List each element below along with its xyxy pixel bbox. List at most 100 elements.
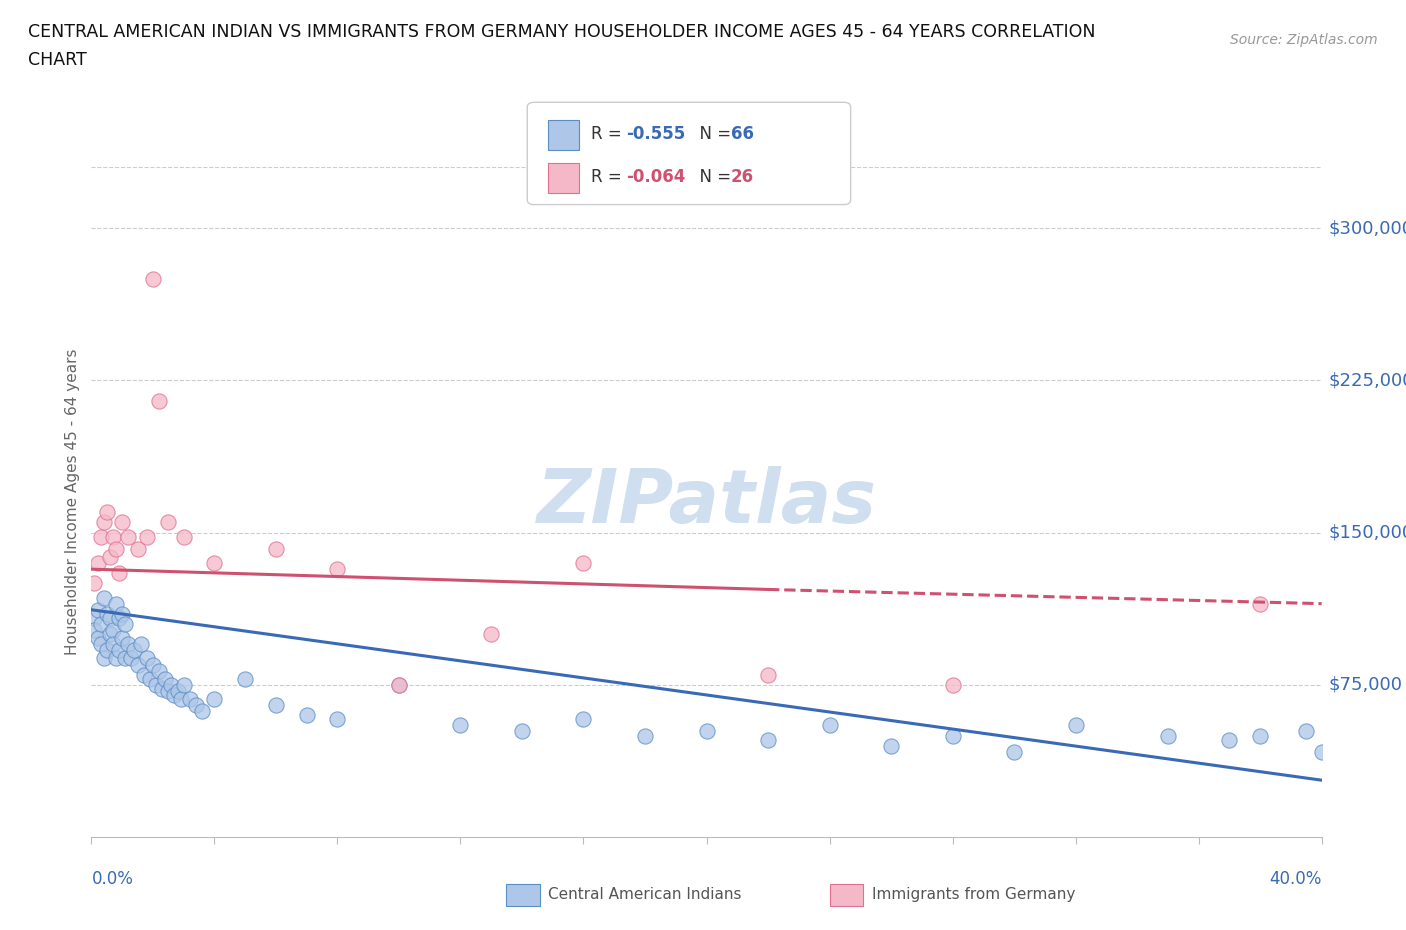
Text: N =: N = [689, 167, 737, 186]
Point [86, 555, 108, 570]
Text: $225,000: $225,000 [1329, 371, 1406, 390]
Point [696, 724, 718, 739]
Point [101, 637, 124, 652]
Text: Immigrants from Germany: Immigrants from Germany [872, 887, 1076, 902]
Point [101, 529, 124, 544]
Point [90, 529, 112, 544]
Point [818, 718, 841, 733]
Point [124, 643, 146, 658]
Point [1218, 732, 1240, 747]
Point [83, 610, 105, 625]
Point [756, 667, 779, 682]
Point [264, 698, 287, 712]
Y-axis label: Householder Income Ages 45 - 64 years: Householder Income Ages 45 - 64 years [65, 349, 80, 656]
Point [117, 637, 139, 652]
Point [105, 596, 127, 611]
Point [173, 529, 195, 544]
Text: $150,000: $150,000 [1329, 524, 1406, 541]
Point [1064, 718, 1087, 733]
Point [105, 541, 127, 556]
Point [756, 732, 779, 747]
Text: R =: R = [591, 125, 627, 143]
Text: $75,000: $75,000 [1329, 676, 1403, 694]
Point [105, 651, 127, 666]
Point [202, 692, 225, 707]
Text: Central American Indians: Central American Indians [548, 887, 742, 902]
Point [86, 631, 108, 645]
Point [479, 627, 502, 642]
Point [1002, 744, 1025, 759]
Point [98, 610, 121, 625]
Point [157, 515, 180, 530]
Point [1157, 728, 1180, 743]
Text: N =: N = [689, 125, 737, 143]
Point [233, 671, 256, 686]
Point [388, 677, 411, 692]
Point [83, 576, 105, 591]
Point [132, 667, 155, 682]
Point [96, 606, 118, 621]
Point [145, 677, 167, 692]
Point [129, 637, 152, 652]
Point [108, 610, 131, 625]
Text: -0.555: -0.555 [626, 125, 685, 143]
Point [1310, 744, 1333, 759]
Text: $300,000: $300,000 [1329, 219, 1406, 237]
Point [90, 637, 112, 652]
Point [942, 677, 965, 692]
Point [326, 711, 349, 726]
Point [150, 682, 173, 697]
Point [142, 272, 165, 286]
Point [93, 651, 115, 666]
Point [90, 617, 112, 631]
Point [120, 651, 142, 666]
Point [96, 643, 118, 658]
Point [135, 529, 157, 544]
Point [326, 562, 349, 577]
Point [153, 671, 177, 686]
Point [510, 724, 533, 739]
Text: R =: R = [591, 167, 627, 186]
Point [202, 555, 225, 570]
Point [572, 555, 595, 570]
Point [114, 651, 136, 666]
Point [1249, 596, 1271, 611]
Point [173, 677, 195, 692]
Point [169, 692, 191, 707]
Text: -0.064: -0.064 [626, 167, 685, 186]
Point [184, 698, 207, 712]
Point [264, 541, 287, 556]
Text: 26: 26 [731, 167, 754, 186]
Point [166, 684, 188, 698]
Point [1249, 728, 1271, 743]
Point [101, 622, 124, 637]
Text: 66: 66 [731, 125, 754, 143]
Point [880, 738, 903, 753]
Point [127, 658, 149, 672]
Point [572, 711, 595, 726]
Point [191, 704, 214, 719]
Point [148, 393, 170, 408]
Point [160, 677, 183, 692]
Point [117, 529, 139, 544]
Text: 0.0%: 0.0% [91, 870, 134, 888]
Point [139, 671, 162, 686]
Point [111, 515, 134, 530]
Point [108, 565, 131, 580]
Point [1295, 724, 1317, 739]
Point [93, 591, 115, 605]
Point [93, 515, 115, 530]
Text: 40.0%: 40.0% [1270, 870, 1322, 888]
Point [135, 651, 157, 666]
Text: ZIPatlas: ZIPatlas [537, 466, 876, 538]
Point [114, 617, 136, 631]
Point [157, 684, 180, 698]
Point [111, 631, 134, 645]
Point [86, 603, 108, 618]
Point [111, 606, 134, 621]
Text: CHART: CHART [28, 51, 87, 69]
Point [142, 658, 165, 672]
Point [295, 708, 318, 723]
Point [108, 643, 131, 658]
Text: CENTRAL AMERICAN INDIAN VS IMMIGRANTS FROM GERMANY HOUSEHOLDER INCOME AGES 45 - : CENTRAL AMERICAN INDIAN VS IMMIGRANTS FR… [28, 23, 1095, 41]
